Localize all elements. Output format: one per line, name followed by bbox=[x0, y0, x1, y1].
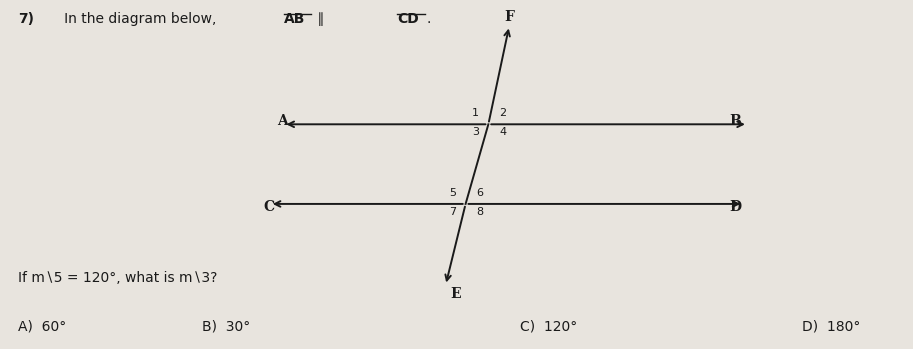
Text: .: . bbox=[426, 12, 431, 26]
Text: D: D bbox=[729, 200, 741, 214]
Text: 2: 2 bbox=[499, 109, 507, 118]
Text: 3: 3 bbox=[472, 127, 479, 138]
Text: In the diagram below,: In the diagram below, bbox=[51, 12, 221, 26]
Text: 4: 4 bbox=[499, 127, 507, 138]
Text: A)  60°: A) 60° bbox=[17, 320, 66, 334]
Text: A: A bbox=[278, 114, 289, 128]
Text: 5: 5 bbox=[449, 188, 456, 198]
Text: F: F bbox=[505, 10, 515, 24]
Text: AB: AB bbox=[284, 12, 305, 26]
Text: 7): 7) bbox=[17, 12, 34, 26]
Text: E: E bbox=[450, 287, 461, 301]
Text: 6: 6 bbox=[477, 188, 484, 198]
Text: If m∖5 = 120°, what is m∖3?: If m∖5 = 120°, what is m∖3? bbox=[17, 272, 217, 285]
Text: 8: 8 bbox=[477, 207, 484, 217]
Text: C: C bbox=[263, 200, 275, 214]
Text: ∥: ∥ bbox=[312, 12, 329, 26]
Text: B: B bbox=[729, 114, 741, 128]
Text: C)  120°: C) 120° bbox=[520, 320, 577, 334]
Text: D)  180°: D) 180° bbox=[803, 320, 861, 334]
Text: 1: 1 bbox=[472, 109, 479, 118]
Text: CD: CD bbox=[397, 12, 419, 26]
Text: B)  30°: B) 30° bbox=[202, 320, 250, 334]
Text: 7: 7 bbox=[449, 207, 456, 217]
